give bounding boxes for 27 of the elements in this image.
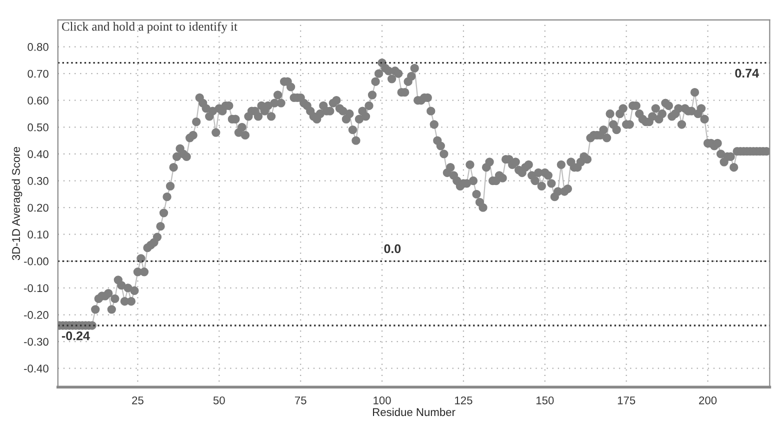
x-tick-label: 150	[536, 396, 554, 404]
ref-line-label: -0.24	[62, 331, 90, 340]
y-tick-label: -0.10	[24, 284, 48, 292]
y-tick-label: 0.20	[28, 204, 48, 212]
annotation: Click and hold a point to identify it	[62, 22, 238, 34]
ref-line-label: 0.0	[384, 244, 401, 254]
x-tick-label: 200	[699, 396, 717, 404]
y-tick-label: 0.50	[28, 123, 48, 132]
y-tick-label: 0.10	[28, 230, 48, 238]
y-tick-label: 0.70	[28, 70, 48, 78]
y-tick-label: -0.40	[24, 364, 48, 373]
ref-line-label: 0.74	[735, 68, 759, 78]
x-tick-label: 175	[618, 396, 636, 404]
x-tick-label: 100	[374, 396, 391, 404]
y-tick-label: 0.80	[28, 43, 48, 51]
y-tick-label: -0.30	[24, 338, 48, 346]
x-tick-label: 75	[294, 396, 306, 404]
y-tick-label: 0.40	[28, 150, 48, 158]
x-tick-label: 50	[213, 396, 225, 404]
y-axis-title: 3D-1D Averaged Score	[12, 147, 22, 260]
x-tick-label: 125	[455, 396, 472, 404]
y-tick-label: 0.60	[28, 96, 48, 104]
y-tick-label: -0.00	[24, 257, 48, 266]
y-tick-label: 0.30	[28, 177, 48, 185]
y-tick-label: -0.20	[24, 311, 48, 319]
x-axis-title: Residue Number	[373, 408, 456, 416]
x-tick-label: 25	[132, 396, 144, 404]
